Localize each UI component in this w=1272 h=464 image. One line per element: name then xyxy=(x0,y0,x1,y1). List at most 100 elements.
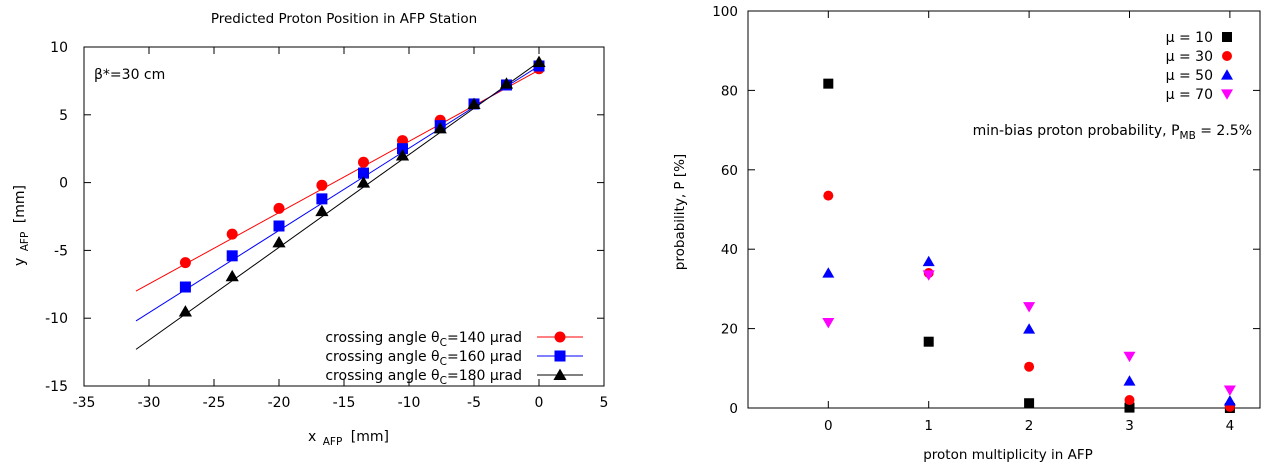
legend-label: μ = 50 xyxy=(1166,68,1213,84)
data-point xyxy=(922,270,935,281)
data-point xyxy=(532,55,546,67)
data-point xyxy=(358,167,369,179)
x-tick-label: 1 xyxy=(924,418,933,434)
data-point xyxy=(823,78,834,89)
data-point xyxy=(822,267,835,278)
data-point xyxy=(395,149,410,161)
data-point xyxy=(1223,395,1236,406)
legend-marker-sample xyxy=(554,331,566,343)
chart-proton-position: Predicted Proton Position in AFP Station… xyxy=(12,11,608,448)
chart-title: Predicted Proton Position in AFP Station xyxy=(211,11,477,27)
data-point xyxy=(467,97,481,110)
plot-frame xyxy=(747,10,1261,409)
legend: μ = 10 μ = 30 μ = 50 μ = 70 xyxy=(1166,30,1233,103)
y-tick-label: -5 xyxy=(54,243,68,259)
data-point xyxy=(1124,402,1135,413)
data-point xyxy=(1223,385,1236,396)
x-tick-label: -10 xyxy=(398,395,421,411)
y-axis-label-unit: [mm] xyxy=(12,185,28,223)
data-point xyxy=(1124,395,1135,406)
data-point xyxy=(1023,302,1036,313)
legend-entry-160: crossing angle θC=160 μrad xyxy=(325,349,522,368)
data-point xyxy=(1123,375,1136,386)
x-tick-label: -30 xyxy=(138,395,161,411)
data-point xyxy=(273,202,285,214)
data-point xyxy=(179,281,191,293)
series-line-2 xyxy=(135,61,540,350)
y-tick-label: 80 xyxy=(721,83,738,99)
legend-label: μ = 70 xyxy=(1166,87,1213,103)
legend-marker xyxy=(1222,51,1232,61)
y-tick-label: 20 xyxy=(721,322,738,338)
data-point xyxy=(1024,361,1035,372)
legend-label-160: crossing angle θC=160 μrad xyxy=(325,349,522,368)
data-point xyxy=(273,220,285,232)
x-axis-label-unit: [mm] xyxy=(351,429,389,445)
y-axis: 0 20 40 60 80 100 xyxy=(712,4,1260,417)
legend-label-180: crossing angle θC=180 μrad xyxy=(325,368,522,387)
data-point xyxy=(178,305,192,317)
legend-entry-180: crossing angle θC=180 μrad xyxy=(325,368,522,387)
beta-annotation: β*=30 cm xyxy=(94,67,165,83)
x-tick-label: 2 xyxy=(1025,418,1034,434)
legend-label: μ = 10 xyxy=(1166,30,1213,46)
y-tick-label: 60 xyxy=(721,163,738,179)
data-point xyxy=(315,204,329,217)
series-group xyxy=(822,78,1236,413)
y-tick-label: 0 xyxy=(729,401,738,417)
data-point xyxy=(316,193,328,205)
y-axis-label-var: y xyxy=(12,258,28,266)
y-tick-label: -10 xyxy=(45,311,68,327)
x-tick-label: 0 xyxy=(535,395,544,411)
x-tick-label: -5 xyxy=(467,395,481,411)
legend-marker xyxy=(1222,32,1232,42)
legend-marker-sample xyxy=(554,350,566,362)
x-axis-label-sub: AFP xyxy=(323,436,343,448)
legend-marker-sample xyxy=(553,368,567,381)
y-axis-label-sub: AFP xyxy=(19,232,31,252)
data-point xyxy=(179,257,191,269)
data-point xyxy=(1123,351,1136,363)
x-tick-label: -20 xyxy=(268,395,291,411)
x-axis: -35 -30 -25 -20 -15 -10 -5 0 5 xyxy=(73,47,608,411)
x-tick-label: -15 xyxy=(333,395,356,411)
data-point xyxy=(316,179,328,191)
data-point xyxy=(358,156,369,168)
legend-entry-140: crossing angle θC=140 μrad xyxy=(325,330,522,349)
legend: crossing angle θC=140 μrad crossing angl… xyxy=(325,330,583,387)
legend-label-140: crossing angle θC=140 μrad xyxy=(325,330,522,349)
data-point xyxy=(272,235,286,248)
data-point xyxy=(226,250,238,262)
y-tick-label: 5 xyxy=(59,108,68,124)
data-point xyxy=(225,269,239,282)
data-point xyxy=(1023,323,1036,334)
data-point xyxy=(433,122,447,134)
data-point xyxy=(356,176,371,188)
legend-marker xyxy=(1221,89,1233,100)
data-point xyxy=(923,336,934,347)
series-group xyxy=(135,55,546,350)
data-point xyxy=(499,77,514,89)
data-point xyxy=(823,190,834,201)
y-tick-label: 0 xyxy=(59,176,68,192)
y-tick-label: 100 xyxy=(712,4,738,20)
data-point xyxy=(397,143,408,155)
chart-multiplicity: 0 1 2 3 4 0 20 40 60 80 100 proton multiplicity i… xyxy=(672,4,1261,463)
data-point xyxy=(822,318,835,329)
y-axis-label: probability, P [%] xyxy=(672,154,688,270)
y-tick-label: 40 xyxy=(721,242,738,258)
data-point xyxy=(922,255,935,267)
x-tick-label: 4 xyxy=(1226,418,1235,434)
legend-marker xyxy=(1221,69,1233,80)
legend-label: μ = 30 xyxy=(1166,49,1213,65)
x-tick-label: 3 xyxy=(1125,418,1134,434)
y-tick-label: -15 xyxy=(45,379,68,395)
x-tick-label: -35 xyxy=(73,395,96,411)
y-tick-label: 10 xyxy=(50,40,68,56)
x-tick-label: -25 xyxy=(203,395,226,411)
data-point xyxy=(1024,398,1035,409)
data-point xyxy=(226,228,238,240)
pmb-annotation: min-bias proton probability, PMB = 2.5% xyxy=(973,123,1252,142)
x-tick-label: 0 xyxy=(824,418,833,434)
